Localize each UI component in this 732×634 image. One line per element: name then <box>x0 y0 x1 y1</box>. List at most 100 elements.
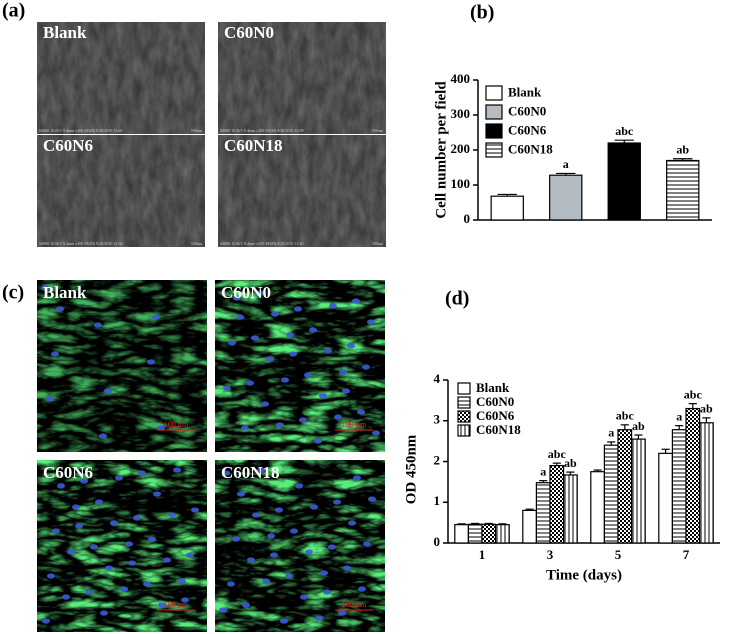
nucleus <box>353 475 361 481</box>
nucleus <box>94 322 102 328</box>
bar <box>481 523 497 544</box>
sem-scale: 500um <box>372 128 384 133</box>
nucleus <box>237 491 245 497</box>
nucleus <box>333 499 341 505</box>
image-label: C60N0 <box>224 23 274 42</box>
y-tick-label: 0 <box>434 534 441 549</box>
nucleus <box>246 380 254 386</box>
nucleus <box>104 388 112 394</box>
nucleus <box>219 607 227 613</box>
bar <box>685 407 701 544</box>
nucleus <box>280 618 288 624</box>
nucleus <box>289 351 297 357</box>
nucleus <box>343 565 351 571</box>
nucleus <box>347 343 355 349</box>
nucleus <box>315 615 323 621</box>
legend-label: C60N6 <box>508 122 547 137</box>
significance-label: a <box>563 157 569 171</box>
scale-label: 100 μm <box>164 600 189 609</box>
sem-scale: 500um <box>372 241 384 246</box>
legend-label: C60N18 <box>508 141 553 156</box>
nucleus <box>143 581 151 587</box>
y-tick-label: 300 <box>451 106 471 121</box>
sem-scale: 500um <box>191 241 203 246</box>
nucleus <box>348 520 356 526</box>
nucleus <box>305 549 313 555</box>
x-axis-label: Time (days) <box>546 567 622 583</box>
significance-label: a <box>540 464 546 478</box>
bar <box>535 482 551 544</box>
nucleus <box>47 573 55 579</box>
nucleus <box>57 483 65 489</box>
x-tick-label: 5 <box>615 547 622 562</box>
legend-swatch <box>457 410 471 423</box>
y-tick-label: 200 <box>451 141 471 156</box>
bar <box>617 429 633 544</box>
nucleus <box>362 364 370 370</box>
nucleus <box>367 319 375 325</box>
y-axis-label: OD 450nm <box>403 434 419 504</box>
significance-label: ab <box>676 143 689 157</box>
bar <box>495 524 510 544</box>
nucleus <box>242 602 250 608</box>
nucleus <box>304 372 312 378</box>
nucleus <box>270 552 278 558</box>
nucleus <box>276 422 284 428</box>
nucleus <box>294 306 302 312</box>
bar <box>630 438 646 544</box>
nucleus <box>363 541 371 547</box>
scale-label: 100 μm <box>342 600 367 609</box>
significance-label: abc <box>684 387 703 401</box>
bar <box>698 422 714 544</box>
significance-label: abc <box>615 124 634 138</box>
nucleus <box>357 409 365 415</box>
y-tick-label: 1 <box>434 493 441 508</box>
sem-texture <box>37 135 205 247</box>
nucleus <box>252 512 260 518</box>
image-label: C60N18 <box>221 463 280 482</box>
bar <box>522 509 537 544</box>
nucleus <box>80 478 88 484</box>
nucleus <box>56 306 64 312</box>
nucleus <box>295 483 303 489</box>
nucleus <box>324 348 332 354</box>
nucleus <box>299 417 307 423</box>
nucleus <box>267 533 275 539</box>
sem-texture <box>218 135 386 247</box>
sem-footer: S4800 10.0kV 9.4mm x100 SE(M) 8/28/2019 … <box>220 241 304 246</box>
x-tick-label: 7 <box>683 547 690 562</box>
x-tick-label: 1 <box>479 547 486 562</box>
nucleus <box>133 515 141 521</box>
significance-label: ab <box>700 402 713 416</box>
nucleus <box>286 332 294 338</box>
nucleus <box>75 523 83 529</box>
panel-label: (b) <box>470 2 494 24</box>
nucleus <box>115 475 123 481</box>
nucleus <box>191 507 199 513</box>
significance-label: a <box>608 426 614 440</box>
nucleus <box>223 385 231 391</box>
nucleus <box>320 570 328 576</box>
legend-swatch <box>457 382 471 395</box>
legend-label: Blank <box>508 84 542 99</box>
significance-label: abc <box>616 409 635 423</box>
nucleus <box>147 359 155 365</box>
nucleus <box>247 557 255 563</box>
bar <box>490 195 524 221</box>
nucleus <box>358 586 366 592</box>
nucleus <box>52 528 60 534</box>
nucleus <box>228 340 236 346</box>
sem-scale: 500um <box>191 128 203 133</box>
y-tick-label: 2 <box>434 452 441 467</box>
sem-texture <box>218 22 386 134</box>
legend-swatch <box>485 85 503 101</box>
nucleus <box>236 314 244 320</box>
nucleus <box>85 589 93 595</box>
nucleus <box>256 290 264 296</box>
nucleus <box>168 512 176 518</box>
image-label: C60N18 <box>224 136 283 155</box>
nucleus <box>372 430 380 436</box>
nucleus <box>233 295 241 301</box>
significance-label: a <box>676 409 682 423</box>
